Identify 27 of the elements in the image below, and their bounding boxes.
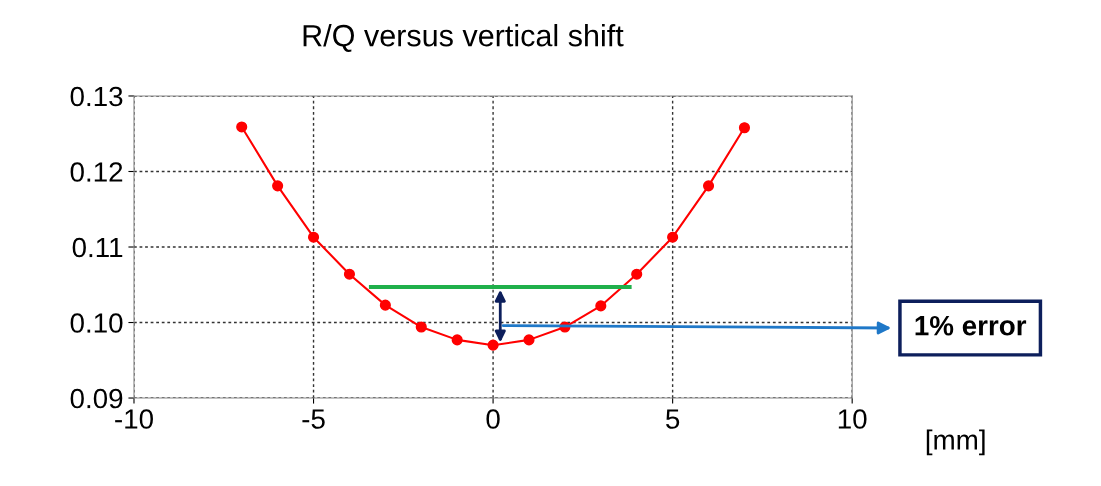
- point: [595, 300, 607, 312]
- point: [415, 321, 427, 333]
- point: [236, 121, 248, 133]
- point: [343, 268, 356, 280]
- point: [631, 268, 643, 280]
- x-tick-label: 0: [486, 409, 500, 429]
- y-tick-label: 0.11: [72, 237, 123, 258]
- point: [307, 231, 320, 243]
- y-tick-label: 0.12: [70, 162, 123, 182]
- chart-title: R/Q versus vertical shift: [303, 24, 624, 52]
- point: [738, 122, 751, 134]
- point: [451, 334, 463, 346]
- text: 1% error: [915, 315, 1027, 336]
- x-tick-label: -5: [302, 409, 325, 429]
- point: [667, 231, 679, 243]
- y-tick-label: 0.09: [70, 388, 123, 409]
- point: [272, 180, 284, 192]
- x-axis-title: [mm]: [926, 429, 985, 456]
- y-tick-label: 0.10: [70, 313, 123, 333]
- x-tick-label: -10: [115, 409, 153, 429]
- x-tick-label: 5: [666, 409, 680, 429]
- point: [702, 180, 715, 192]
- point: [379, 299, 391, 311]
- y-tick-label: 0.13: [70, 86, 123, 107]
- point: [523, 334, 535, 346]
- point: [487, 339, 499, 351]
- x-tick-label: 10: [838, 409, 867, 429]
